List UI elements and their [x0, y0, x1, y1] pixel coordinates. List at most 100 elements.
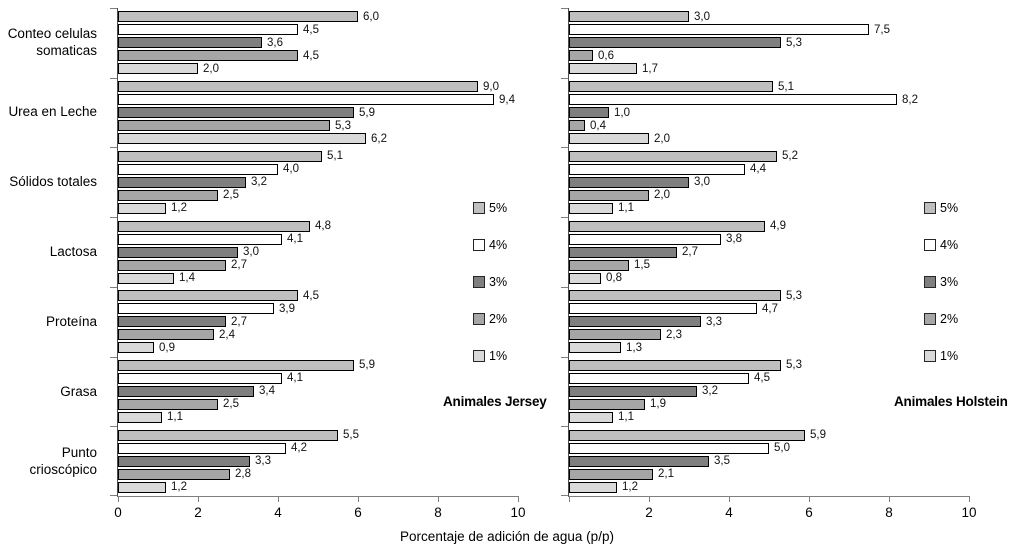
bar-line: 2,0	[118, 63, 518, 75]
bar-line: 2,3	[569, 329, 969, 341]
category-row: 5,2 4,4 3,0 2,0 1,1	[569, 147, 969, 217]
category-row: 5,9 4,1 3,4 2,5 1,1	[118, 357, 518, 427]
bar-value-label: 3,2	[702, 385, 718, 398]
bar	[118, 290, 298, 302]
y-axis-tick	[110, 147, 117, 149]
category-label-line: Punto	[61, 445, 97, 461]
bar-value-label: 5,1	[778, 80, 794, 93]
bar-line: 3,3	[118, 455, 518, 467]
bar-line: 2,1	[569, 468, 969, 481]
bar-value-label: 5,3	[335, 119, 351, 132]
bar-line: 2,7	[118, 316, 518, 328]
category-row: 4,8 4,1 3,0 2,7 1,4	[118, 217, 518, 287]
category-label: Punto crioscópico	[0, 427, 109, 497]
bar	[118, 329, 214, 341]
bar-line: 2,7	[569, 246, 969, 258]
bar-value-label: 4,5	[303, 23, 319, 36]
bar-value-label: 2,1	[658, 468, 674, 481]
bar-value-label: 1,1	[167, 411, 183, 424]
x-axis-tick	[889, 496, 890, 502]
bar	[118, 398, 218, 410]
y-axis-tick	[561, 286, 568, 288]
plot-area-jersey: 6,0 4,5 3,6 4,5 2,0 9,0 9,4 5,9 5,3 6,2 5,1 4,0 3,2 2…	[110, 8, 547, 520]
bar-line: 3,4	[118, 385, 518, 397]
bar	[569, 50, 593, 62]
bar	[118, 202, 166, 214]
y-axis-tick	[561, 77, 568, 79]
category-row: 5,3 4,5 3,2 1,9 1,1	[569, 357, 969, 427]
x-axis-tick	[358, 496, 359, 502]
legend-swatch	[473, 275, 485, 288]
legend-label: 4%	[940, 237, 959, 252]
bar-line: 5,2	[569, 150, 969, 162]
bar-value-label: 5,9	[359, 106, 375, 119]
bar-line: 1,5	[569, 259, 969, 271]
bar-line: 0,9	[118, 342, 518, 354]
bar-line: 7,5	[569, 24, 969, 36]
bar	[118, 11, 358, 23]
bar-line: 5,3	[118, 119, 518, 132]
bar	[118, 220, 310, 232]
bar-value-label: 3,0	[243, 246, 259, 259]
bar-value-label: 2,5	[223, 398, 239, 411]
x-axis-tick-label: 6	[805, 505, 813, 520]
bar-line: 4,5	[118, 290, 518, 302]
category-row: 5,3 4,7 3,3 2,3 1,3	[569, 287, 969, 357]
bar-line: 1,9	[569, 398, 969, 410]
legend-swatch	[924, 201, 936, 214]
bar	[569, 342, 621, 354]
bar-line: 3,6	[118, 37, 518, 49]
bar-value-label: 1,3	[626, 341, 642, 354]
x-axis-tick	[569, 496, 570, 502]
legend-swatch	[924, 238, 936, 251]
category-row: 5,5 4,2 3,3 2,8 1,2	[118, 426, 518, 496]
y-axis-tick	[561, 426, 568, 428]
bar-value-label: 4,7	[762, 302, 778, 315]
bar-value-label: 9,0	[483, 80, 499, 93]
bar	[569, 398, 645, 410]
x-axis-tick	[278, 496, 279, 502]
legend-swatch	[924, 312, 936, 325]
y-axis-tick	[561, 147, 568, 149]
bar	[569, 220, 765, 232]
x-axis-tick	[198, 496, 199, 502]
y-axis-tick	[561, 495, 568, 496]
category-row: 5,1 8,2 1,0 0,4 2,0	[569, 78, 969, 148]
category-label-line: Lactosa	[49, 244, 97, 260]
bar-line: 5,5	[118, 429, 518, 441]
legend-swatch	[473, 312, 485, 325]
panel-title: Animales Holstein	[894, 394, 1008, 409]
bar-line: 2,8	[118, 468, 518, 480]
bar	[569, 246, 677, 258]
bar-line: 3,9	[118, 303, 518, 315]
bars-holstein: 3,0 7,5 5,3 0,6 1,7 5,1 8,2 1,0 0,4 2,0 5,2 4,4 3,0 2…	[569, 8, 969, 496]
x-axis-tick	[969, 496, 970, 502]
bar-line: 1,4	[118, 272, 518, 284]
bar	[569, 94, 897, 106]
x-axis-tick	[649, 496, 650, 502]
bar-line: 3,3	[569, 316, 969, 328]
bar-value-label: 4,5	[303, 49, 319, 62]
y-axis-tick	[561, 356, 568, 358]
bar-value-label: 3,5	[714, 455, 730, 468]
bar-line: 3,0	[569, 176, 969, 188]
bar	[569, 189, 649, 201]
bar	[569, 233, 721, 245]
y-axis-tick	[110, 77, 117, 79]
bar-value-label: 4,8	[315, 220, 331, 233]
category-row: 9,0 9,4 5,9 5,3 6,2	[118, 78, 518, 148]
bar	[569, 202, 613, 214]
x-axis-tick-label: 10	[510, 505, 526, 520]
bar-value-label: 1,2	[622, 481, 638, 494]
bar	[569, 107, 609, 119]
legend-swatch	[924, 275, 936, 288]
legend-item: 5%	[473, 201, 577, 215]
x-axis-title: Porcentaje de adición de agua (p/p)	[400, 529, 614, 544]
plot-area-holstein: 3,0 7,5 5,3 0,6 1,7 5,1 8,2 1,0 0,4 2,0 5,2 4,4 3,0 2…	[561, 8, 1008, 520]
y-axis-tick	[110, 217, 117, 219]
bar	[118, 37, 262, 49]
bar	[118, 81, 478, 93]
bar-value-label: 8,2	[902, 93, 918, 106]
bar-value-label: 5,3	[786, 36, 802, 49]
bar-value-label: 0,8	[606, 272, 622, 285]
